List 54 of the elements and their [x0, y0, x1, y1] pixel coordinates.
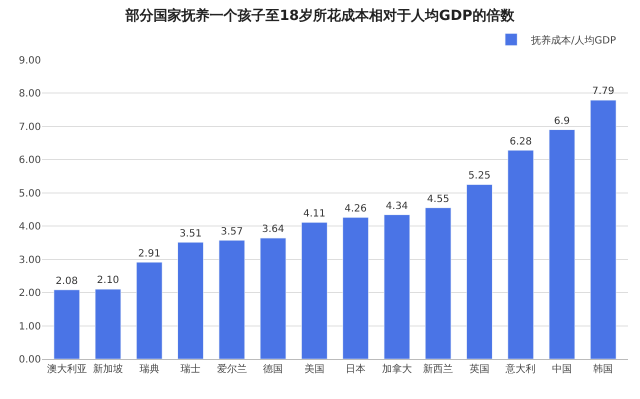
x-tick-label: 中国	[552, 363, 572, 375]
data-label: 2.08	[56, 276, 78, 287]
data-label: 5.25	[468, 170, 491, 182]
data-label: 6.9	[554, 116, 570, 127]
legend-label: 抚养成本/人均GDP	[530, 34, 616, 46]
bar	[301, 222, 328, 359]
x-tick-label: 瑞士	[180, 363, 201, 375]
y-tick-label: 0.00	[18, 354, 41, 366]
x-tick-label: 意大利	[504, 363, 536, 375]
data-label: 3.51	[179, 228, 202, 240]
data-label: 6.28	[510, 136, 532, 148]
bar	[590, 100, 616, 359]
bar	[548, 130, 576, 359]
y-tick-label: 8.00	[18, 88, 41, 100]
x-tick-label: 新西兰	[423, 363, 454, 375]
x-tick-label: 英国	[469, 363, 490, 375]
x-tick-label: 日本	[346, 363, 366, 375]
x-tick-label: 爱尔兰	[216, 363, 247, 375]
chart-title: 部分国家抚养一个孩子至18岁所花成本相对于人均GDP的倍数	[124, 6, 516, 24]
x-tick-label: 德国	[263, 364, 284, 375]
data-label: 3.64	[262, 224, 284, 236]
x-tick-label: 澳大利亚	[46, 363, 87, 375]
bar	[466, 184, 492, 359]
bar	[178, 242, 204, 359]
x-tick-label: 新加坡	[93, 363, 124, 375]
x-tick-label: 韩国	[593, 363, 614, 375]
bar	[94, 288, 122, 359]
y-tick-label: 3.00	[18, 254, 41, 266]
bar	[342, 217, 369, 359]
data-label: 3.57	[220, 226, 243, 238]
y-tick-label: 2.00	[18, 288, 41, 300]
y-tick-label: 5.00	[18, 188, 41, 200]
y-tick-label: 6.00	[18, 155, 41, 166]
bar	[54, 290, 80, 359]
bar	[136, 262, 162, 359]
x-tick-label: 美国	[304, 363, 324, 375]
data-label: 2.10	[96, 275, 120, 286]
data-label: 4.11	[303, 208, 326, 220]
y-tick-label: 1.00	[18, 321, 41, 332]
x-tick-label: 加拿大	[382, 363, 412, 375]
y-tick-label: 7.00	[18, 122, 41, 133]
bar	[218, 240, 245, 359]
y-tick-label: 9.00	[18, 56, 41, 66]
bar	[384, 214, 410, 359]
data-label: 4.55	[427, 194, 450, 205]
x-tick-label: 瑞典	[139, 363, 160, 375]
data-label: 2.91	[138, 248, 160, 260]
y-tick-label: 4.00	[18, 222, 41, 233]
data-label: 7.79	[592, 86, 614, 98]
bar	[508, 150, 534, 359]
bar	[425, 208, 452, 359]
data-label: 4.34	[386, 200, 408, 212]
data-label: 4.26	[344, 203, 367, 214]
bar	[260, 238, 286, 359]
